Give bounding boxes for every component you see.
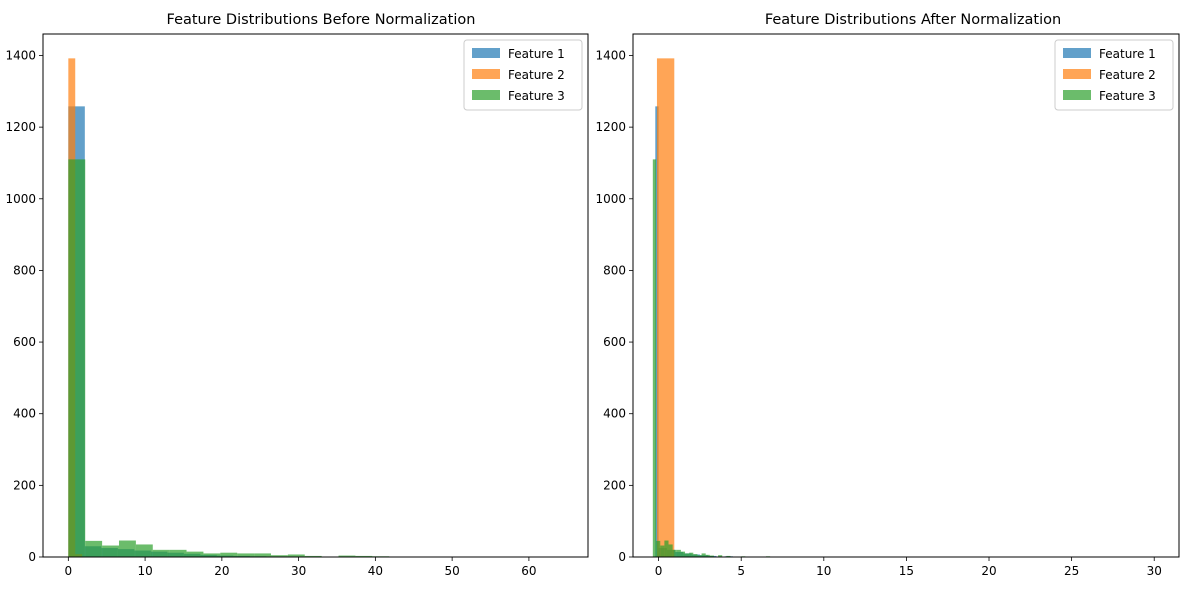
legend-label: Feature 2 [508,68,565,82]
y-tick-label: 200 [13,478,36,492]
chart-title: Feature Distributions After Normalizatio… [765,12,1061,28]
y-tick-label: 1000 [5,192,36,206]
legend-swatch [1063,90,1091,100]
legend-label: Feature 1 [508,47,565,61]
histogram-bar-feature-3 [693,554,698,557]
chart-before-normalization: Feature Distributions Before Normalizati… [5,12,589,578]
y-tick-label: 1200 [595,120,626,134]
y-tick-label: 0 [28,550,36,564]
histogram-bar-feature-3 [676,549,681,557]
legend-label: Feature 2 [1099,68,1156,82]
legend-label: Feature 3 [1099,89,1156,103]
histogram-bar-feature-3 [680,551,686,557]
legend: Feature 1 Feature 2 Feature 3 [463,39,583,111]
x-tick-label: 0 [655,564,663,578]
x-tick-label: 20 [214,564,229,578]
y-tick-label: 1400 [5,48,36,62]
y-tick-label: 1000 [595,192,626,206]
legend-label: Feature 1 [1099,47,1156,61]
legend-swatch [1063,48,1091,58]
legend-label: Feature 3 [508,89,565,103]
x-tick-label: 60 [521,564,536,578]
plot-frame [42,33,589,558]
y-axis-ticks: 0 200 400 600 800 1000 1200 1400 [5,48,43,564]
histogram-bar-feature-3 [660,545,665,557]
histogram-bar-feature-3 [152,549,170,557]
histogram-bar-feature-3 [672,549,677,557]
histogram-bar-feature-3 [726,555,731,557]
histogram-bar-feature-3 [668,544,673,557]
legend-swatch [472,90,500,100]
y-tick-label: 1400 [595,48,626,62]
histogram-bar-feature-3 [701,553,706,557]
x-axis-ticks: 0 10 20 30 40 50 60 [65,557,537,578]
y-tick-label: 1200 [5,120,36,134]
x-tick-label: 10 [137,564,152,578]
x-tick-label: 10 [816,564,831,578]
histogram-bar-feature-3 [186,551,204,557]
chart-after-normalization: Feature Distributions After Normalizatio… [595,12,1180,578]
x-tick-label: 0 [65,564,73,578]
histogram-bar-feature-3 [664,540,669,557]
histogram-bar-feature-3 [718,555,723,557]
legend-swatch [472,69,500,79]
histogram-bar-feature-3 [304,555,322,557]
histogram-bar-feature-3 [220,552,238,557]
histogram-bar-feature-3 [237,553,255,557]
x-tick-label: 5 [737,564,745,578]
x-axis-ticks: 0 5 10 15 20 25 30 [655,557,1162,578]
y-axis-ticks: 0 200 400 600 800 1000 1200 1400 [595,48,633,564]
y-tick-label: 0 [618,550,626,564]
histogram-bars [652,58,1155,558]
histogram-bar-feature-3 [254,553,271,557]
x-tick-label: 25 [1064,564,1079,578]
x-tick-label: 15 [899,564,914,578]
histogram-bar-feature-3 [287,554,305,557]
histogram-bar-feature-3 [270,555,288,557]
plot-frame [632,33,1180,558]
histogram-bar-feature-3 [68,159,86,557]
histogram-bar-feature-3 [705,554,710,557]
y-tick-label: 800 [13,263,36,277]
histogram-bar-feature-3 [697,555,702,557]
y-tick-label: 600 [603,335,626,349]
histogram-bar-feature-3 [85,540,103,557]
y-tick-label: 800 [603,263,626,277]
histogram-bar-feature-3 [102,545,119,557]
chart-title: Feature Distributions Before Normalizati… [167,12,476,28]
y-tick-label: 200 [603,478,626,492]
x-tick-label: 40 [368,564,383,578]
legend-swatch [472,48,500,58]
y-tick-label: 400 [13,407,36,421]
histogram-bar-feature-3 [355,555,373,557]
x-tick-label: 30 [291,564,306,578]
histogram-bar-feature-3 [135,544,153,557]
histogram-bar-feature-2 [656,58,675,558]
histogram-bar-feature-3 [656,540,661,557]
legend-swatch [1063,69,1091,79]
x-tick-label: 30 [1147,564,1162,578]
x-tick-label: 20 [981,564,996,578]
histogram-bar-feature-1 [655,106,659,558]
y-tick-label: 600 [13,335,36,349]
histogram-bar-feature-3 [118,540,136,557]
x-tick-label: 50 [444,564,459,578]
histogram-bars [68,58,575,558]
histogram-bar-feature-3 [169,549,187,557]
histogram-bar-feature-3 [689,552,694,557]
histogram-bar-feature-3 [203,553,221,557]
legend: Feature 1 Feature 2 Feature 3 [1054,39,1174,111]
histogram-bar-feature-3 [338,555,356,557]
y-tick-label: 400 [603,407,626,421]
histogram-bar-feature-3 [685,553,690,557]
histogram-bar-feature-3 [652,159,657,557]
histogram-bar-feature-3 [709,555,714,557]
